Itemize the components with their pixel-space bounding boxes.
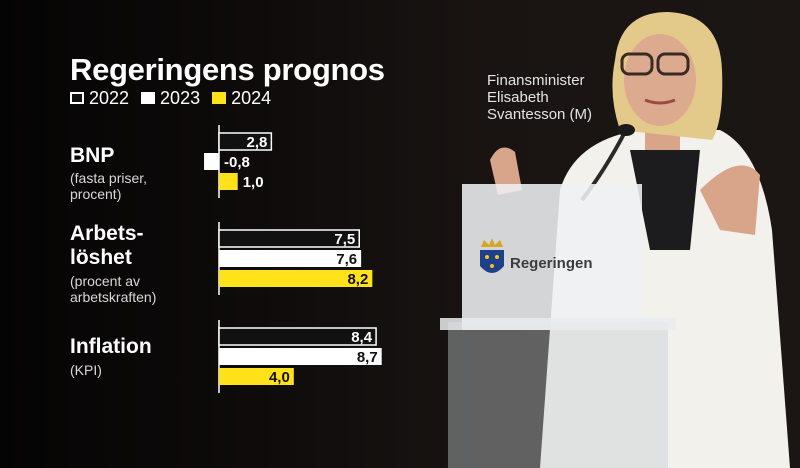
podium-glass (448, 322, 668, 468)
category-subtitle-inflation: (KPI) (70, 362, 102, 378)
bar-0-2024 (219, 173, 238, 190)
legend-swatch-2022 (70, 92, 84, 104)
speaker-left-hand (490, 147, 522, 195)
data-label-0-2024: 1,0 (243, 174, 264, 191)
legend-item-2024: 2024 (212, 88, 271, 109)
data-label-1-2022: 7,5 (334, 231, 355, 248)
data-label-2-2022: 8,4 (351, 329, 373, 346)
data-label-0-2023: -0,8 (224, 154, 250, 171)
crown-icon (480, 238, 504, 273)
chart-legend: 2022 2023 2024 (70, 88, 283, 108)
bar-2-2024 (219, 368, 294, 385)
data-label-1-2024: 8,2 (347, 271, 368, 288)
bar-0-2023 (204, 153, 219, 170)
podium-logo-text: Regeringen (510, 255, 593, 272)
podium-edge (440, 318, 676, 330)
legend-label-2022: 2022 (89, 87, 130, 108)
legend-swatch-2024 (212, 92, 227, 104)
data-label-0-2022: 2,8 (247, 134, 268, 151)
category-subtitle-bnp: (fasta priser, procent) (70, 170, 148, 202)
category-title-arbetsloshet: Arbets- löshet (70, 222, 144, 269)
legend-item-2023: 2023 (141, 88, 200, 109)
category-title-bnp: BNP (70, 144, 115, 167)
bar-2-2023 (219, 348, 382, 365)
bar-0-2022 (218, 132, 273, 151)
speaker-mouth (644, 98, 676, 105)
speaker-right-hand (700, 165, 760, 235)
microphone-head (617, 124, 635, 136)
category-subtitle-arbetsloshet: (procent av arbetskraften) (70, 273, 157, 305)
page-title: Regeringens prognos (70, 52, 385, 87)
category-title-inflation: Inflation (70, 335, 152, 358)
data-label-2-2023: 8,7 (357, 349, 378, 366)
speaker-face (624, 34, 696, 126)
legend-swatch-2023 (141, 92, 156, 104)
data-label-2-2024: 4,0 (269, 369, 290, 386)
speaker-top (630, 150, 700, 250)
bar-1-2023 (219, 250, 362, 267)
legend-item-2022: 2022 (70, 88, 129, 109)
bar-1-2022 (218, 229, 360, 248)
bar-2-2022 (218, 327, 377, 346)
data-label-1-2023: 7,6 (336, 251, 357, 268)
speaker-glasses (620, 52, 690, 76)
speaker-caption: Finansminister Elisabeth Svantesson (M) (487, 72, 593, 123)
legend-label-2023: 2023 (160, 87, 201, 108)
bar-1-2024 (219, 270, 373, 287)
legend-label-2024: 2024 (231, 87, 272, 108)
